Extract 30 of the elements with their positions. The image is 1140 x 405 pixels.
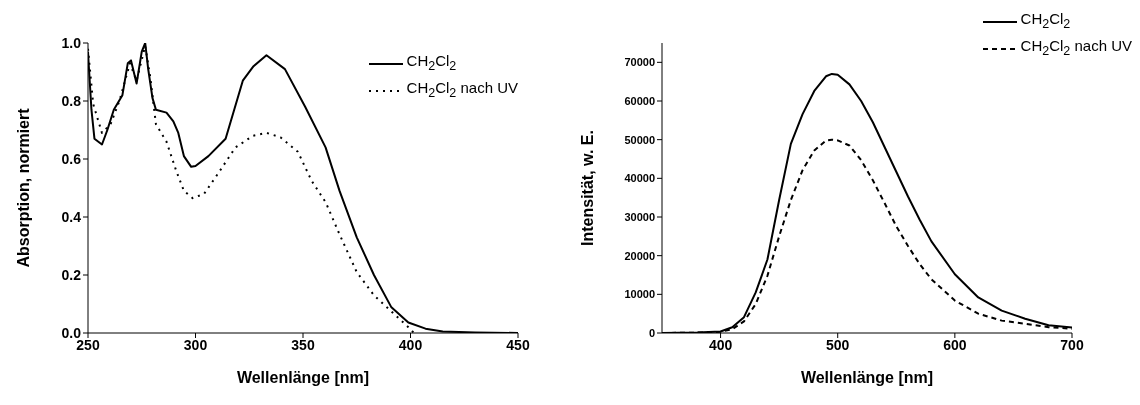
y-tick-label: 20000 <box>624 249 655 262</box>
legend-label: CH$_{2}$Cl$_{2}$ nach UV <box>406 78 518 102</box>
x-tick-label: 400 <box>398 336 423 353</box>
y-tick-label: 1.0 <box>61 34 82 51</box>
x-tick-label: 450 <box>506 336 530 353</box>
legend-label: CH$_{2}$Cl$_{2}$ <box>1020 9 1071 33</box>
y-tick-label: 0.0 <box>61 324 82 341</box>
x-tick-label: 700 <box>1060 336 1084 353</box>
y-tick-label: 60000 <box>624 94 655 107</box>
x-axis-title: Wellenlänge [nm] <box>800 369 934 386</box>
y-tick-label: 30000 <box>624 210 655 223</box>
y-axis-title: Absorption, normiert <box>14 107 32 268</box>
y-tick-label: 70000 <box>624 56 655 69</box>
legend-label: CH$_{2}$Cl$_{2}$ <box>406 51 457 75</box>
y-tick-label: 0.2 <box>61 266 82 283</box>
y-tick-label: 0.8 <box>61 92 82 109</box>
y-tick-label: 0.6 <box>61 150 82 167</box>
x-tick-label: 400 <box>708 336 733 353</box>
x-tick-label: 350 <box>291 336 315 353</box>
x-tick-label: 600 <box>943 336 967 353</box>
legend-label: CH$_{2}$Cl$_{2}$ nach UV <box>1020 36 1132 60</box>
x-axis-title: Wellenlänge [nm] <box>236 369 370 386</box>
y-tick-label: 10000 <box>624 288 655 301</box>
y-tick-label: 0.4 <box>61 208 82 225</box>
y-tick-label: 40000 <box>624 172 655 185</box>
y-tick-label: 50000 <box>624 133 655 146</box>
x-tick-label: 300 <box>183 336 208 353</box>
x-tick-label: 500 <box>826 336 850 353</box>
y-tick-label: 0 <box>648 326 655 339</box>
y-axis-title: Intensität, w. E. <box>578 130 596 246</box>
